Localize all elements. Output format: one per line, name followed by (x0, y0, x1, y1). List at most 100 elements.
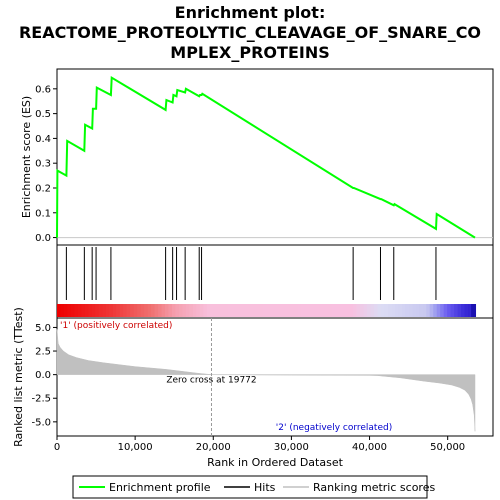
color-band-segment (238, 304, 243, 317)
color-band-segment (112, 304, 117, 317)
color-band-segment (457, 304, 462, 317)
color-band-segment (461, 304, 466, 317)
color-band-segment (119, 304, 124, 317)
color-band-segment (109, 304, 114, 317)
chart-title-line-3: MPLEX_PROTEINS (170, 43, 329, 62)
metric-y-tick-label: -2.5 (31, 394, 51, 405)
color-band-segment (367, 304, 372, 317)
color-band-segment (311, 304, 316, 317)
metric-y-tick-label: 5.0 (35, 323, 51, 334)
color-band-segment (356, 304, 361, 317)
chart-title-line-2: REACTOME_PROTEOLYTIC_CLEAVAGE_OF_SNARE_C… (19, 23, 481, 42)
color-band-segment (342, 304, 347, 317)
color-band-segment (335, 304, 340, 317)
color-band-segment (126, 304, 131, 317)
color-band-segment (199, 304, 204, 317)
metric-y-axis-label: Ranked list metric (TTest) (12, 307, 25, 447)
color-band-segment (321, 304, 326, 317)
color-band-segment (283, 304, 288, 317)
legend-hits-label: Hits (254, 481, 276, 494)
color-band-segment (168, 304, 173, 317)
color-band-segment (140, 304, 145, 317)
ranking-color-band (57, 304, 477, 317)
color-band-segment (266, 304, 271, 317)
legend-enrichment-label: Enrichment profile (109, 481, 211, 494)
color-band-segment (171, 304, 177, 317)
color-band-segment (77, 304, 82, 317)
color-band-segment (408, 304, 413, 317)
color-band-segment (332, 304, 337, 317)
color-band-segment (245, 304, 250, 317)
legend: Enrichment profile Hits Ranking metric s… (72, 475, 435, 499)
color-band-segment (433, 304, 438, 317)
color-band-segment (210, 304, 215, 317)
es-y-tick-label: 0.1 (35, 208, 51, 219)
color-band-segment (262, 304, 267, 317)
color-band-segment (189, 304, 194, 317)
color-band-segment (158, 304, 163, 317)
color-band-segment (380, 304, 386, 317)
color-band-segment (105, 304, 110, 317)
color-band-segment (384, 304, 389, 317)
color-band-segment (192, 304, 197, 317)
color-band-segment (314, 304, 319, 317)
color-band-segment (454, 304, 459, 317)
color-band-segment (401, 304, 406, 317)
color-band-segment (339, 304, 344, 317)
color-band-segment (231, 304, 236, 317)
color-band-segment (57, 304, 62, 317)
color-band-segment (353, 304, 358, 317)
es-y-tick-label: 0.6 (35, 84, 51, 95)
color-band-segment (133, 304, 138, 317)
x-tick-label: 30,000 (274, 442, 309, 453)
color-band-segment (81, 304, 86, 317)
color-band-segment (318, 304, 323, 317)
hit-lines (65, 247, 437, 300)
color-band-segment (363, 304, 368, 317)
color-band-segment (276, 304, 281, 317)
x-axis: 0 10,000 20,000 30,000 40,000 50,000 (54, 436, 465, 453)
x-tick-label: 20,000 (196, 442, 231, 453)
color-band-segment (286, 304, 291, 317)
color-band-segment (98, 304, 103, 317)
color-band-segment (387, 304, 393, 317)
color-band-segment (440, 304, 445, 317)
color-band-segment (304, 304, 309, 317)
color-band-segment (377, 304, 382, 317)
color-band-segment (436, 304, 441, 317)
color-band-segment (279, 304, 285, 317)
color-band-segment (161, 304, 166, 317)
x-tick-label: 10,000 (118, 442, 153, 453)
color-band-segment (255, 304, 260, 317)
color-band-segment (203, 304, 208, 317)
color-band-segment (144, 304, 149, 317)
enrichment-profile-line (56, 75, 476, 239)
color-band-segment (443, 304, 448, 317)
color-band-segment (147, 304, 152, 317)
color-band-segment (360, 304, 365, 317)
color-band-segment (374, 304, 379, 317)
zero-cross-label: Zero cross at 19772 (166, 376, 256, 386)
color-band-segment (447, 304, 452, 317)
x-axis-label: Rank in Ordered Dataset (207, 456, 344, 469)
color-band-segment (196, 304, 201, 317)
color-band-end (471, 304, 477, 317)
color-band-segment (398, 304, 403, 317)
color-band-segment (206, 304, 211, 317)
color-band-segment (217, 304, 222, 317)
color-band-segment (70, 304, 76, 317)
color-band-segment (450, 304, 455, 317)
color-band-segment (137, 304, 142, 317)
color-band-segment (272, 304, 278, 317)
color-band-segment (297, 304, 302, 317)
color-band-segment (95, 304, 100, 317)
color-band-segment (391, 304, 396, 317)
color-band-segment (84, 304, 89, 317)
color-band-segment (349, 304, 354, 317)
es-y-tick-label: 0.4 (35, 134, 51, 145)
color-band-segment (130, 304, 135, 317)
x-tick-label: 0 (54, 442, 60, 453)
color-band-segment (300, 304, 305, 317)
color-band-segment (182, 304, 187, 317)
color-band-segment (185, 304, 190, 317)
